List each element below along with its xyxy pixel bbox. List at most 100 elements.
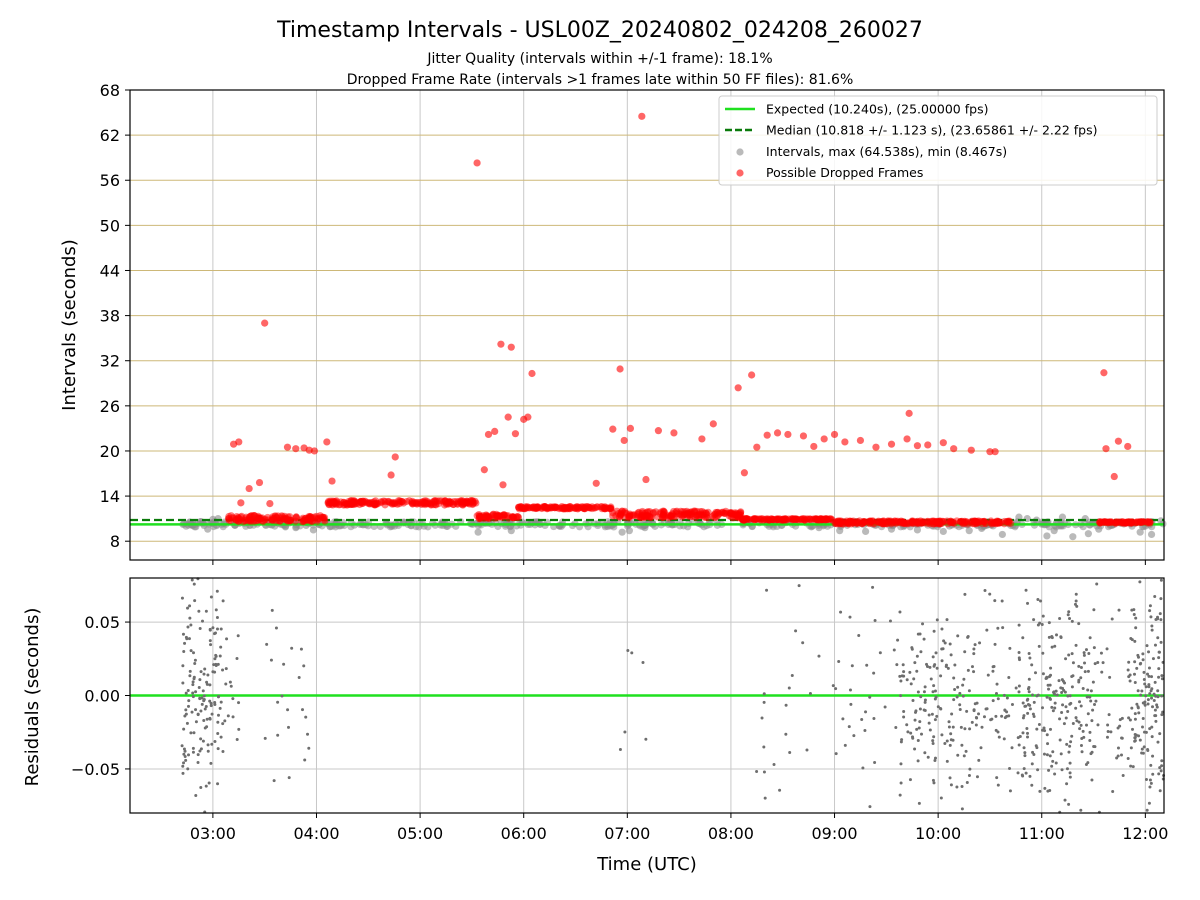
x-tick-label: 06:00 — [501, 824, 547, 843]
residual-point — [762, 745, 766, 749]
residual-point — [935, 666, 939, 670]
residual-point — [916, 759, 920, 763]
dropped-frame-point — [616, 365, 624, 373]
x-tick-label: 07:00 — [604, 824, 650, 843]
residual-point — [831, 684, 835, 688]
residual-point — [900, 738, 904, 742]
residual-point — [1143, 703, 1147, 707]
residual-point — [895, 663, 899, 667]
residual-point — [1133, 739, 1137, 743]
residual-point — [784, 732, 788, 736]
residual-point — [787, 686, 791, 690]
dropped-frame-point — [558, 504, 566, 513]
residual-point — [962, 677, 966, 681]
residual-point — [1077, 680, 1081, 684]
residual-point — [1129, 746, 1133, 750]
residual-point — [211, 670, 215, 674]
residual-point — [1110, 617, 1114, 621]
residual-point — [1133, 717, 1137, 721]
residual-point — [1092, 608, 1096, 612]
residual-point — [1074, 592, 1078, 596]
residual-point — [1138, 580, 1142, 584]
residual-point — [1096, 661, 1100, 665]
bottom-y-tick-label: 0.00 — [84, 687, 120, 706]
residual-point — [918, 720, 922, 724]
residual-point — [193, 662, 197, 666]
residual-point — [287, 725, 291, 729]
residual-point — [205, 680, 209, 684]
residual-point — [1100, 670, 1104, 674]
residual-point — [943, 742, 947, 746]
residual-point — [188, 674, 192, 678]
residual-point — [1153, 708, 1157, 712]
residual-point — [276, 700, 280, 704]
residual-point — [192, 731, 196, 735]
residual-point — [1159, 618, 1163, 622]
residual-point — [1146, 702, 1150, 706]
residual-point — [1048, 697, 1052, 701]
residual-point — [896, 638, 900, 642]
residual-point — [1041, 651, 1045, 655]
residual-point — [219, 627, 223, 631]
residual-point — [961, 683, 965, 687]
dropped-frame-point — [389, 498, 397, 507]
residual-point — [849, 702, 853, 706]
residual-point — [1128, 718, 1132, 722]
top-y-tick-label: 62 — [100, 126, 120, 145]
residual-point — [988, 592, 992, 596]
residual-point — [237, 727, 241, 731]
residual-point — [1027, 690, 1031, 694]
residual-point — [974, 723, 978, 727]
residual-point — [931, 778, 935, 782]
residual-point — [1146, 672, 1150, 676]
top-y-tick-label: 56 — [100, 171, 120, 190]
dropped-frame-point — [521, 505, 529, 513]
residual-point — [183, 755, 187, 759]
residual-point — [1148, 609, 1152, 613]
residual-point — [218, 706, 222, 710]
x-axis: 03:00 04:00 05:00 06:00 07:00 08:00 09:00 10:00… — [190, 560, 1168, 843]
residual-point — [1160, 764, 1164, 768]
residual-point — [192, 651, 196, 655]
residual-point — [899, 740, 903, 744]
residual-point — [307, 746, 311, 750]
residual-point — [193, 599, 197, 603]
dropped-frame-point — [977, 517, 985, 526]
residual-point — [1084, 723, 1088, 727]
dropped-frame-point — [286, 516, 295, 524]
dropped-frame-point — [939, 439, 947, 447]
dropped-frame-point — [255, 478, 264, 487]
residual-point — [993, 642, 997, 646]
residual-point — [1068, 761, 1072, 765]
residual-point — [189, 731, 193, 735]
dropped-frame-point — [698, 435, 706, 443]
dropped-frame-point — [399, 499, 408, 507]
dropped-frame-point — [810, 442, 818, 451]
residual-point — [1092, 744, 1096, 748]
residual-point — [1149, 781, 1153, 785]
dropped-frame-point — [313, 517, 322, 525]
residual-point — [235, 738, 239, 742]
residual-point — [1142, 670, 1146, 674]
dropped-frame-point — [652, 508, 660, 516]
interval-point — [474, 528, 482, 536]
residual-point — [935, 618, 939, 622]
residual-point — [1160, 713, 1164, 717]
residual-point — [996, 697, 1000, 701]
residual-point — [1083, 661, 1087, 665]
residual-point — [963, 727, 967, 731]
residual-point — [1148, 785, 1152, 789]
dropped-frame-point — [491, 427, 499, 436]
dropped-frame-point — [665, 514, 673, 522]
residual-point — [1061, 703, 1065, 707]
dropped-frame-point — [620, 436, 628, 445]
residual-point — [1156, 636, 1160, 640]
residual-point — [992, 665, 996, 669]
residual-point — [216, 662, 220, 666]
dropped-frame-point — [832, 519, 840, 527]
residual-point — [287, 776, 291, 780]
dropped-frame-point — [957, 518, 965, 526]
residual-point — [1130, 706, 1134, 710]
dropped-frame-point — [1100, 369, 1108, 377]
residual-point — [1035, 727, 1039, 731]
